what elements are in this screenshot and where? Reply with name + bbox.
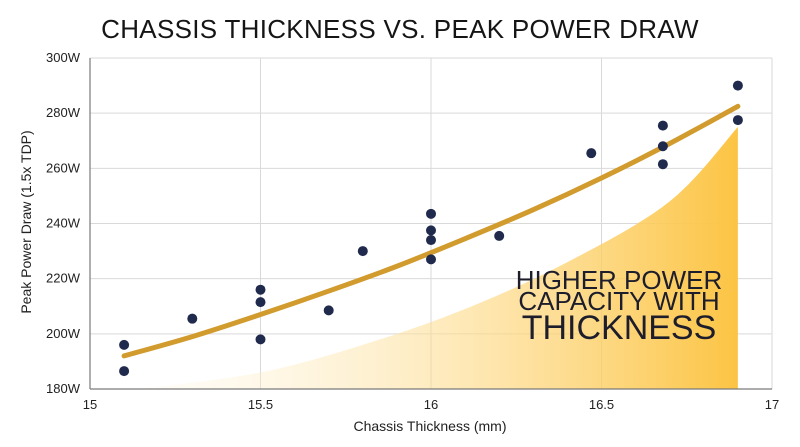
data-point (657, 120, 668, 131)
y-tick-label: 260W (46, 160, 81, 175)
data-point (255, 297, 266, 308)
x-tick-label: 16 (424, 397, 438, 412)
data-point (187, 313, 198, 324)
data-point (732, 80, 743, 91)
data-point (426, 208, 436, 219)
data-point (426, 235, 436, 246)
x-axis-label: Chassis Thickness (mm) (354, 418, 507, 434)
y-axis-label: Peak Power Draw (1.5x TDP) (18, 130, 34, 313)
data-point (255, 284, 266, 295)
data-point (119, 366, 130, 377)
x-tick-label: 17 (765, 397, 779, 412)
annotation-line-2: CAPACITY WITH (518, 286, 719, 316)
y-tick-label: 300W (46, 50, 81, 65)
data-point (732, 115, 743, 126)
y-tick-label: 280W (46, 105, 81, 120)
trendline (121, 103, 741, 359)
data-point (586, 148, 597, 159)
y-tick-label: 220W (46, 271, 81, 286)
data-point (426, 254, 436, 265)
capacity-area (141, 126, 738, 389)
annotation-line-1: HIGHER POWER (516, 265, 723, 295)
data-point (657, 159, 668, 170)
data-point (426, 225, 436, 236)
grid-lines (90, 57, 773, 389)
y-tick-label: 180W (46, 381, 81, 396)
data-point (494, 230, 505, 241)
axes (89, 58, 772, 390)
data-point (357, 246, 368, 257)
data-point (657, 141, 668, 152)
x-tick-label: 15 (83, 397, 97, 412)
x-tick-label: 16.5 (589, 397, 614, 412)
data-point (323, 305, 334, 316)
tick-labels: 180W 200W 220W 240W 260W 280W 300W 15 15.5 16 16.5… (46, 50, 779, 412)
data-point (119, 339, 130, 350)
y-tick-label: 200W (46, 326, 81, 341)
chart-title: CHASSIS THICKNESS VS. PEAK POWER DRAW (101, 14, 699, 44)
y-tick-label: 240W (46, 216, 81, 231)
data-points (119, 80, 743, 377)
x-tick-label: 15.5 (248, 397, 273, 412)
annotation-line-3: THICKNESS (522, 309, 717, 347)
data-point (255, 334, 266, 345)
